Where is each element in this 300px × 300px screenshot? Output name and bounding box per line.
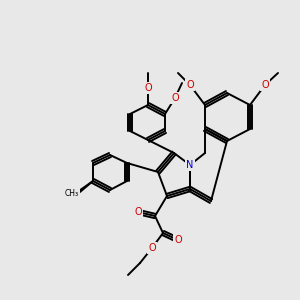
Text: CH₃: CH₃ xyxy=(65,188,79,197)
Text: O: O xyxy=(148,243,156,253)
Text: N: N xyxy=(186,160,194,170)
Text: O: O xyxy=(134,207,142,217)
Text: O: O xyxy=(144,83,152,93)
Text: O: O xyxy=(186,80,194,90)
Text: O: O xyxy=(171,93,179,103)
Text: O: O xyxy=(261,80,269,90)
Text: O: O xyxy=(174,235,182,245)
